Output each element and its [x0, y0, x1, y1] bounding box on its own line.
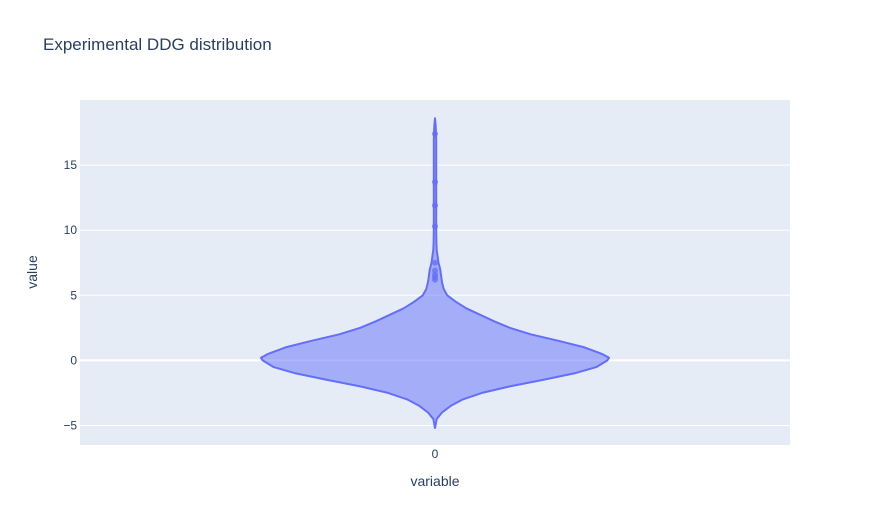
outlier-point — [432, 130, 438, 137]
outlier-point — [432, 179, 438, 186]
y-tick-label: 5 — [70, 288, 77, 302]
x-tick-label-0: 0 — [432, 447, 439, 461]
y-tick-label: 0 — [70, 353, 77, 367]
violin-group — [260, 117, 610, 430]
y-tick-label: −5 — [63, 418, 77, 432]
y-tick-label: 15 — [64, 158, 78, 172]
outlier-point — [432, 202, 438, 209]
y-axis-title: value — [24, 255, 40, 289]
outlier-point — [432, 267, 438, 274]
outlier-point — [432, 223, 438, 230]
y-tick-label: 10 — [64, 223, 78, 237]
chart-title: Experimental DDG distribution — [43, 35, 272, 54]
outlier-point — [432, 259, 438, 266]
x-axis-title: variable — [410, 473, 459, 489]
y-tick-labels: −5 0 5 10 15 — [63, 158, 77, 432]
